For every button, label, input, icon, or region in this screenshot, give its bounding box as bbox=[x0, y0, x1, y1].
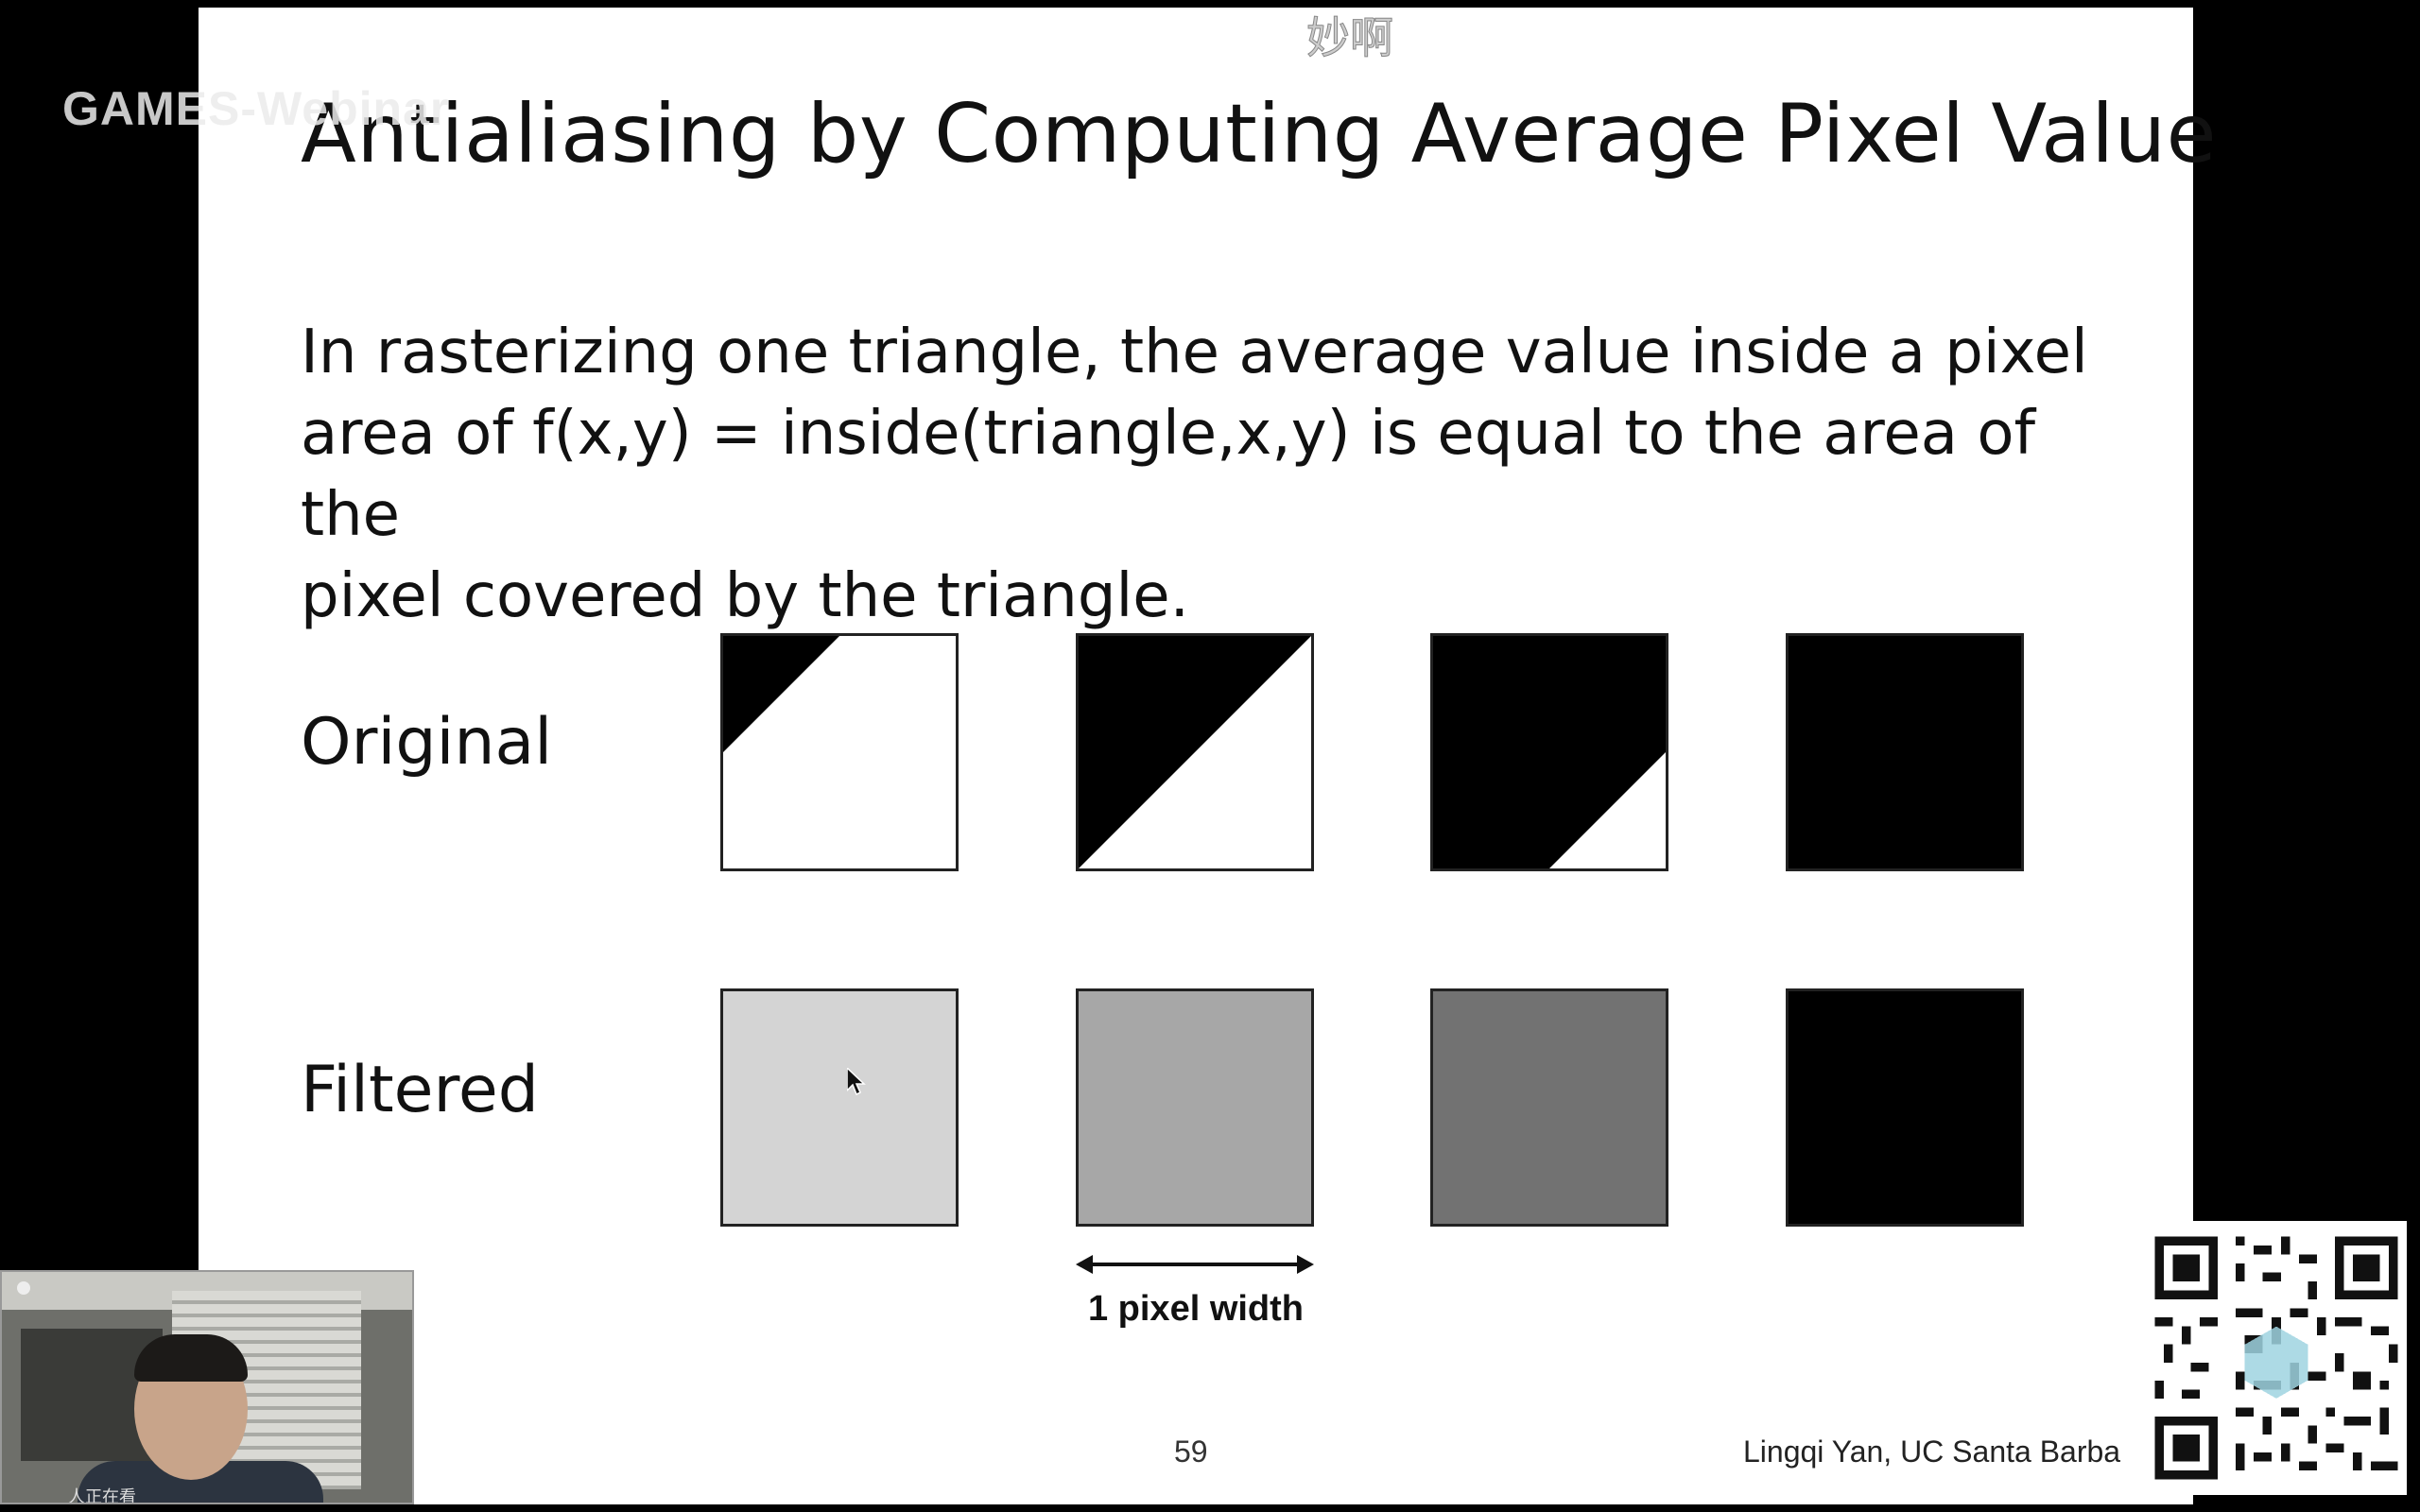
mouse-cursor-icon bbox=[846, 1066, 866, 1100]
pixel-width-arrow bbox=[1076, 1247, 1314, 1281]
filtered-square-4 bbox=[1786, 988, 2024, 1227]
record-indicator-icon bbox=[17, 1281, 30, 1295]
row-label-original: Original bbox=[301, 705, 553, 780]
slide-body-text: In rasterizing one triangle, the average… bbox=[301, 318, 2088, 631]
original-square-3 bbox=[1430, 633, 1668, 871]
viewer-count: 人正在看 bbox=[68, 1487, 136, 1504]
danmaku-comment: 妙啊 bbox=[1306, 12, 1394, 64]
original-square-4 bbox=[1786, 633, 2024, 871]
filtered-square-2 bbox=[1076, 988, 1314, 1227]
games-webinar-watermark: GAMES-Webinar bbox=[62, 82, 450, 135]
filtered-square-1 bbox=[720, 988, 959, 1227]
original-square-2 bbox=[1076, 633, 1314, 871]
slide-title: Antialiasing by Computing Average Pixel … bbox=[301, 87, 2218, 181]
slide: Antialiasing by Computing Average Pixel … bbox=[199, 8, 2217, 1504]
page-number: 59 bbox=[1174, 1435, 1208, 1469]
author-credit: Lingqi Yan, UC Santa Barba bbox=[1743, 1435, 2121, 1469]
row-label-filtered: Filtered bbox=[301, 1053, 539, 1127]
qr-code bbox=[2146, 1221, 2407, 1495]
pixel-width-label: 1 pixel width bbox=[1087, 1289, 1305, 1329]
filtered-square-3 bbox=[1430, 988, 1668, 1227]
original-square-1 bbox=[720, 633, 959, 871]
lecturer-webcam: 人正在看 bbox=[0, 1270, 414, 1504]
